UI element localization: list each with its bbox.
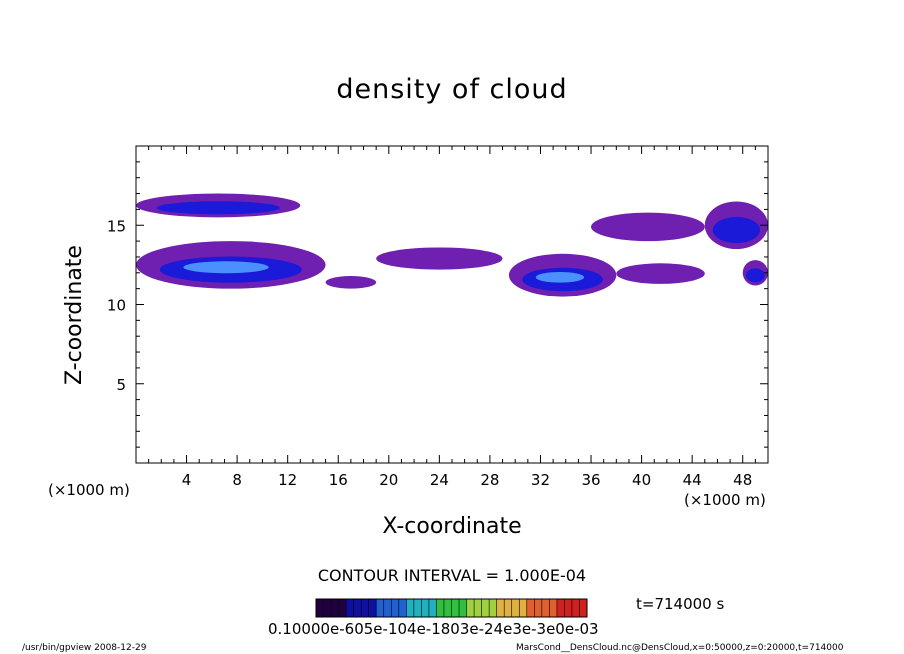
colorbar-cell: [436, 599, 445, 617]
plot-frame: [135, 145, 769, 464]
x-tick-label: 32: [531, 471, 550, 489]
chart-title: density of cloud: [336, 74, 568, 105]
cloud-region: [616, 263, 705, 284]
colorbar-cell: [391, 599, 400, 617]
colorbar-cell: [451, 599, 460, 617]
colorbar-cell: [338, 599, 347, 617]
cloud-region: [591, 212, 705, 242]
footer-program: /usr/bin/gpview 2008-12-29: [22, 643, 147, 653]
colorbar-cell: [564, 599, 573, 617]
y-tick-label: 15: [107, 217, 126, 235]
colorbar-cell: [353, 599, 362, 617]
contour-interval-label: CONTOUR INTERVAL = 1.000E-04: [317, 566, 587, 585]
x-tick-label: 40: [632, 471, 651, 489]
cloud-peak: [183, 261, 269, 274]
cloud-outer: [325, 275, 377, 289]
y-tick-label: 10: [107, 297, 126, 315]
colorbar-cell: [519, 599, 528, 617]
colorbar-cell: [346, 599, 355, 617]
cloud-region: [742, 260, 768, 286]
colorbar-cell: [526, 599, 535, 617]
colorbar-cell: [481, 599, 490, 617]
colorbar-tick-labels: 0.10000e-605e-104e-1803e-24e3e-3e0e-03: [268, 620, 599, 638]
colorbar-cell: [331, 599, 340, 617]
x-tick-label: 20: [379, 471, 398, 489]
x-tick-label: 4: [182, 471, 192, 489]
cloud-region: [508, 253, 617, 297]
colorbar-cell: [549, 599, 558, 617]
colorbar-cell: [383, 599, 392, 617]
x-tick-label: 16: [329, 471, 348, 489]
cloud-region: [376, 247, 503, 270]
colorbar-cell: [368, 599, 377, 617]
footer-source: MarsCond__DensCloud.nc@DensCloud,x=0:500…: [516, 643, 844, 653]
x-tick-label: 48: [733, 471, 752, 489]
colorbar-cell: [541, 599, 550, 617]
x-tick-label: 28: [480, 471, 499, 489]
colorbar: [315, 598, 588, 618]
colorbar-cell: [534, 599, 543, 617]
colorbar-cell: [474, 599, 483, 617]
cloud-outer: [616, 263, 705, 284]
cloud-region: [704, 201, 768, 250]
cloud-outer: [591, 212, 705, 242]
cloud-outer: [376, 247, 503, 270]
x-tick-label: 44: [683, 471, 702, 489]
x-axis-unit: (×1000 m): [684, 491, 766, 509]
time-label: t=714000 s: [636, 595, 725, 613]
cloud-region: [136, 193, 301, 218]
x-tick-label: 12: [278, 471, 297, 489]
x-tick-label: 8: [232, 471, 242, 489]
cloud-core: [712, 216, 761, 244]
x-tick-label: 36: [581, 471, 600, 489]
y-axis-unit: (×1000 m): [48, 481, 130, 499]
colorbar-cell: [406, 599, 415, 617]
cloud-region: [136, 241, 326, 289]
colorbar-cell: [459, 599, 468, 617]
colorbar-cell: [376, 599, 385, 617]
colorbar-cell: [496, 599, 505, 617]
colorbar-cell: [316, 599, 325, 617]
x-axis-label: X-coordinate: [382, 514, 522, 539]
cloud-core: [745, 268, 765, 283]
colorbar-cell: [443, 599, 452, 617]
x-tick-label: 24: [430, 471, 449, 489]
colorbar-cell: [556, 599, 565, 617]
y-tick-label: 5: [116, 376, 126, 394]
colorbar-cell: [398, 599, 407, 617]
cloud-field: [136, 193, 768, 297]
colorbar-cell: [361, 599, 370, 617]
colorbar-frame: [315, 598, 588, 618]
cloud-region: [325, 275, 377, 289]
colorbar-cell: [571, 599, 580, 617]
colorbar-cell: [511, 599, 520, 617]
colorbar-cell: [579, 599, 588, 617]
colorbar-cell: [466, 599, 475, 617]
colorbar-cell: [413, 599, 422, 617]
colorbar-cell: [421, 599, 430, 617]
colorbar-cell: [428, 599, 437, 617]
cloud-peak: [535, 271, 585, 283]
axis-ticks: [136, 146, 768, 463]
colorbar-cell: [504, 599, 513, 617]
colorbar-cell: [489, 599, 498, 617]
cloud-core: [156, 201, 280, 215]
colorbar-cell: [323, 599, 332, 617]
